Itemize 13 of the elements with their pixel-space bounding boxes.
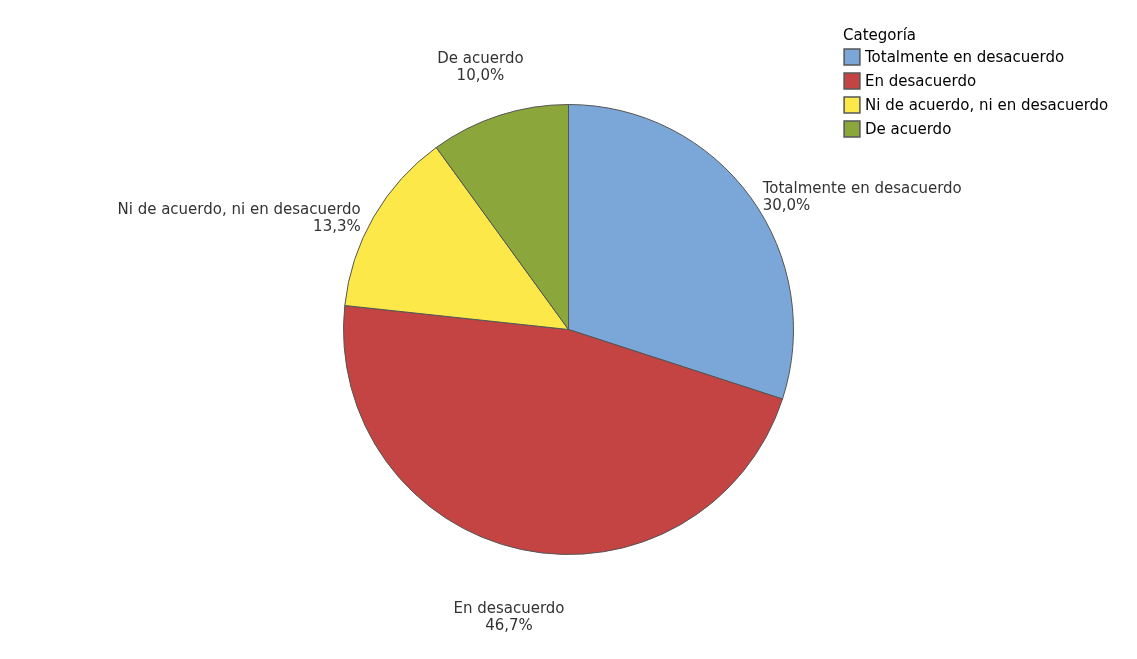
legend-title: Categoría [843, 26, 917, 44]
legend-label: De acuerdo [865, 120, 952, 138]
data-label: 30,0% [762, 196, 811, 215]
legend-label: Totalmente en desacuerdo [864, 48, 1065, 66]
legend-label: Ni de acuerdo, ni en desacuerdo [865, 96, 1109, 114]
data-label: 13,3% [313, 217, 361, 236]
legend-label: En desacuerdo [865, 72, 977, 90]
slice-label: De acuerdo [437, 49, 524, 68]
slice-label: Totalmente en desacuerdo [761, 179, 962, 198]
data-label: 10,0% [456, 66, 505, 85]
slice-label: En desacuerdo [453, 599, 565, 618]
data-label: 46,7% [485, 616, 533, 635]
slice-label: Ni de acuerdo, ni en desacuerdo [117, 200, 361, 219]
